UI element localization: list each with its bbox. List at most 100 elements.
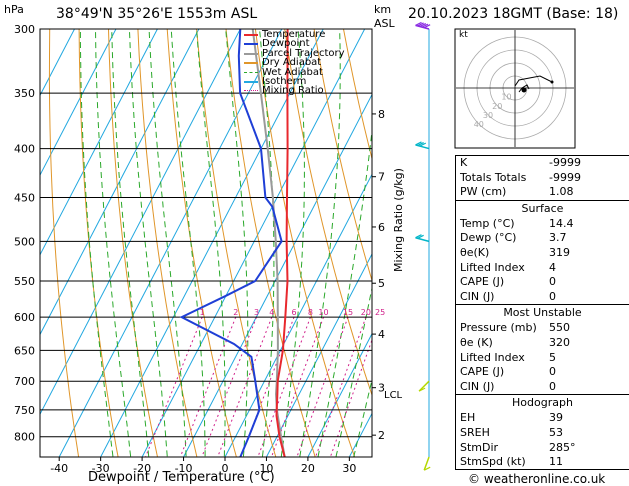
stats-key: EH bbox=[460, 411, 476, 425]
profiles bbox=[179, 29, 289, 457]
stats-key: SREH bbox=[460, 425, 490, 439]
legend-item: Temperature bbox=[244, 30, 345, 40]
wind-barb-staff bbox=[423, 456, 430, 471]
most-unstable-section: Pressure (mb) 550 θe (K) 320 Lifted Index 5 CA… bbox=[456, 321, 629, 394]
height-tick-label: 8 bbox=[378, 108, 385, 121]
wet-adiabat-line bbox=[128, 29, 168, 457]
mixing-ratio-value-label: 6 bbox=[292, 308, 297, 317]
mixing-ratio-value-label: 4 bbox=[269, 308, 274, 317]
mixing-ratio-line bbox=[257, 316, 311, 457]
temperature-tick-label: -20 bbox=[133, 462, 151, 475]
wet-adiabat-line bbox=[299, 29, 341, 457]
wind-barb-flag bbox=[415, 234, 422, 239]
stats-row: EH 39 bbox=[456, 411, 629, 426]
dry-adiabat-line bbox=[19, 0, 41, 467]
wind-barb-flag bbox=[423, 466, 431, 471]
stats-value: 3.7 bbox=[549, 231, 567, 245]
stats-key: θe(K) bbox=[460, 245, 490, 259]
pressure-tick-label: 800 bbox=[14, 431, 35, 444]
lcl-label: LCL bbox=[384, 390, 403, 401]
pressure-tick-label: 550 bbox=[14, 275, 35, 288]
mixing-ratio-value-label: 25 bbox=[375, 308, 385, 317]
stats-key: CAPE (J) bbox=[460, 365, 505, 379]
stats-row: θe (K) 320 bbox=[456, 336, 629, 351]
wind-barb-flag bbox=[423, 24, 431, 29]
legend-item: Dry Adiabat bbox=[244, 57, 345, 69]
stats-value: 11 bbox=[549, 455, 563, 469]
isotherm-line bbox=[40, 29, 200, 336]
mixing-ratio-line bbox=[217, 316, 273, 457]
stats-key: θe (K) bbox=[460, 335, 493, 349]
legend-label: Dry Adiabat bbox=[262, 57, 322, 69]
stats-value: -9999 bbox=[549, 170, 581, 184]
stats-key: K bbox=[460, 156, 468, 169]
wind-barbs bbox=[415, 21, 431, 471]
stats-key: Lifted Index bbox=[460, 350, 525, 364]
temperature-tick-label: -30 bbox=[92, 462, 110, 475]
pressure-tick-label: 300 bbox=[14, 23, 35, 36]
legend-item: Wet Adiabat bbox=[244, 66, 345, 78]
legend-item: Dewpoint bbox=[244, 38, 345, 50]
height-tick-label: 5 bbox=[378, 277, 385, 290]
stats-key: StmDir bbox=[460, 440, 499, 454]
pressure-tick-label: 650 bbox=[14, 344, 35, 357]
stats-value: 5 bbox=[549, 350, 556, 364]
legend-item: Isotherm bbox=[244, 75, 345, 87]
stats-row: CAPE (J) 0 bbox=[456, 275, 629, 290]
isotherm-line bbox=[100, 29, 324, 457]
legend-swatch bbox=[244, 52, 258, 55]
wind-barb-flag bbox=[418, 387, 426, 392]
location-title: 38°49'N 35°26'E 1553m ASL bbox=[56, 6, 258, 22]
height-tick-label: 4 bbox=[378, 328, 385, 341]
dry-adiabat-line bbox=[342, 29, 372, 161]
temperature-tick-label: -40 bbox=[50, 462, 68, 475]
stats-row: Lifted Index 5 bbox=[456, 351, 629, 366]
stats-row: SREH 53 bbox=[456, 426, 629, 441]
stats-value: 4 bbox=[549, 260, 556, 274]
stats-row: Pressure (mb) 550 bbox=[456, 321, 629, 336]
stats-key: StmSpd (kt) bbox=[460, 455, 526, 469]
dry-adiabats bbox=[0, 0, 372, 467]
wind-barb-flag bbox=[421, 23, 429, 28]
temperature-tick-label: 20 bbox=[301, 462, 315, 475]
legend-label: Wet Adiabat bbox=[262, 66, 323, 78]
stats-row: CIN (J) 0 bbox=[456, 290, 629, 305]
dry-adiabat-line bbox=[107, 29, 159, 457]
stats-row: Totals Totals -9999 bbox=[456, 171, 629, 186]
isobars bbox=[40, 29, 372, 438]
wet-adiabat-line bbox=[111, 29, 150, 457]
pressure-tick-label: 450 bbox=[14, 192, 35, 205]
dewpoint-line bbox=[179, 29, 283, 457]
pressure-tick-label: 500 bbox=[14, 235, 35, 248]
mixing-ratio-axis-label: Mixing Ratio (g/kg) bbox=[392, 168, 405, 272]
stats-value: 53 bbox=[549, 425, 563, 439]
pressure-unit-label: hPa bbox=[4, 3, 24, 16]
dry-adiabat-line bbox=[78, 29, 119, 457]
dry-adiabat-line bbox=[0, 0, 1, 467]
wet-adiabat-line bbox=[79, 29, 114, 457]
stats-row: CIN (J) 0 bbox=[456, 380, 629, 395]
legend-label: Dewpoint bbox=[262, 38, 310, 50]
stats-row: Lifted Index 4 bbox=[456, 261, 629, 276]
wind-barb-flag bbox=[415, 21, 422, 26]
isotherm-line bbox=[224, 173, 372, 457]
wet-adiabat-line bbox=[280, 29, 305, 457]
legend-swatch bbox=[244, 34, 258, 36]
mixing-ratio-value-label: 1 bbox=[200, 308, 205, 317]
mixing-ratio-line bbox=[144, 316, 203, 457]
pressure-tick-label: 600 bbox=[14, 311, 35, 324]
wind-barb-flag bbox=[415, 141, 422, 146]
stats-table: K -9999 Totals Totals -9999 PW (cm) 1.08 Surf… bbox=[455, 155, 629, 470]
wind-barb-flag bbox=[417, 142, 424, 147]
wet-adiabat-line bbox=[94, 29, 132, 457]
stats-value: 285° bbox=[549, 440, 576, 454]
mixing-ratio-line bbox=[329, 338, 372, 457]
isotherm-line bbox=[40, 29, 117, 177]
mixing-ratio-value-label: 15 bbox=[343, 308, 353, 317]
wind-barb-staff bbox=[415, 236, 430, 243]
legend-label: Isotherm bbox=[262, 75, 307, 87]
temperature-tick-label: 0 bbox=[222, 462, 229, 475]
mixing-ratio-value-label: 2 bbox=[233, 308, 238, 317]
